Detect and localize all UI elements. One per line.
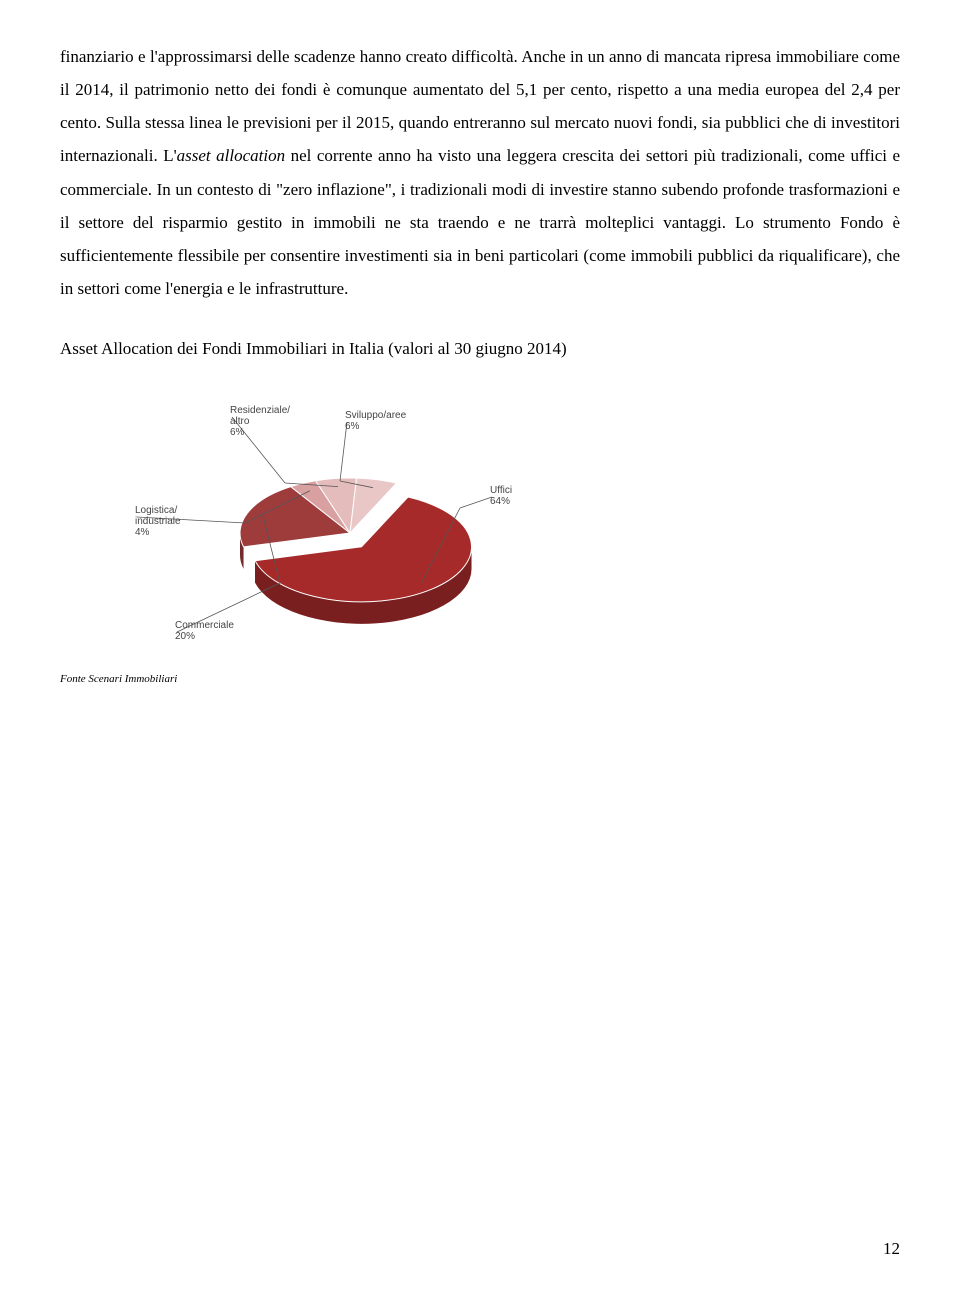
pie-chart: Uffici64% Commerciale20% Logistica/industr…	[120, 383, 540, 643]
source-text: Fonte Scenari Immobiliari	[60, 673, 900, 685]
svg-text:Uffici: Uffici	[490, 485, 512, 496]
body-paragraph: finanziario e l'approssimarsi delle scad…	[60, 40, 900, 305]
svg-text:Residenziale/: Residenziale/	[230, 405, 290, 416]
svg-text:industriale: industriale	[135, 516, 181, 527]
svg-text:Sviluppo/aree: Sviluppo/aree	[345, 410, 407, 421]
svg-text:Commerciale: Commerciale	[175, 620, 234, 631]
body-italic: asset allocation	[177, 146, 285, 165]
svg-text:4%: 4%	[135, 527, 150, 538]
chart-title: Asset Allocation dei Fondi Immobiliari i…	[60, 333, 900, 365]
svg-text:Logistica/: Logistica/	[135, 505, 177, 516]
svg-text:6%: 6%	[230, 427, 245, 438]
svg-text:altro: altro	[230, 416, 250, 427]
body-post: nel corrente anno ha visto una leggera c…	[60, 146, 900, 298]
svg-text:20%: 20%	[175, 631, 195, 642]
svg-text:6%: 6%	[345, 421, 360, 432]
svg-text:64%: 64%	[490, 496, 510, 507]
page-number: 12	[883, 1239, 900, 1259]
